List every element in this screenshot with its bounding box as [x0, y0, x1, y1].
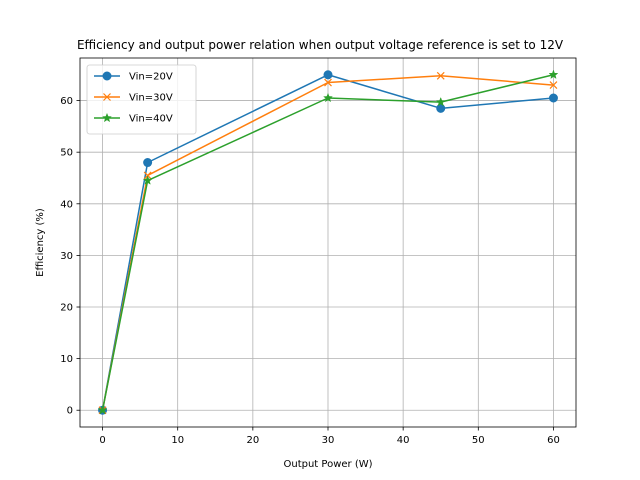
y-tick-label: 0	[67, 406, 73, 417]
data-point	[143, 158, 153, 168]
legend-label: Vin=40V	[129, 114, 173, 125]
y-tick-label: 20	[60, 303, 73, 314]
x-tick-label: 40	[397, 435, 410, 446]
legend-marker	[103, 93, 111, 101]
x-tick-label: 50	[472, 435, 485, 446]
y-axis-label: Efficiency (%)	[35, 208, 46, 277]
x-tick-label: 30	[322, 435, 335, 446]
series-vin-40v	[97, 69, 559, 415]
legend-label: Vin=30V	[129, 93, 173, 104]
y-tick-label: 30	[60, 251, 73, 262]
x-tick-label: 20	[246, 435, 259, 446]
data-point	[323, 70, 333, 80]
legend-item: Vin=20V	[94, 71, 173, 83]
y-tick-label: 50	[60, 148, 73, 159]
series-vin-20v	[98, 70, 558, 415]
data-point	[436, 71, 445, 80]
data-point	[548, 69, 559, 79]
x-tick-label: 10	[171, 435, 184, 446]
data-point	[549, 81, 558, 90]
data-point	[548, 93, 558, 103]
y-tick-label: 60	[60, 96, 73, 107]
chart-title: Efficiency and output power relation whe…	[77, 38, 564, 52]
data-point	[323, 92, 333, 103]
legend-item: Vin=40V	[94, 112, 173, 125]
legend-box	[86, 64, 197, 135]
data-point	[435, 96, 446, 107]
legend-marker	[102, 71, 112, 81]
data-point	[142, 175, 153, 185]
x-tick-label: 60	[547, 435, 560, 446]
y-tick-label: 10	[60, 354, 73, 365]
legend-item: Vin=30V	[94, 93, 173, 104]
data-point	[97, 405, 108, 415]
y-tick-label: 40	[60, 199, 73, 210]
series-layer	[97, 69, 559, 415]
grid-layer	[80, 58, 576, 427]
legend-marker	[102, 112, 112, 123]
x-axis-label: Output Power (W)	[283, 459, 372, 470]
x-tick-label: 0	[99, 435, 105, 446]
legend-label: Vin=20V	[129, 72, 173, 83]
legend: Vin=20V Vin=30V Vin=40V	[86, 64, 197, 135]
tick-layer: 0 10 20 30 40 50 60 0 10 20 30 40 50 60	[60, 96, 560, 446]
data-point	[324, 78, 332, 87]
